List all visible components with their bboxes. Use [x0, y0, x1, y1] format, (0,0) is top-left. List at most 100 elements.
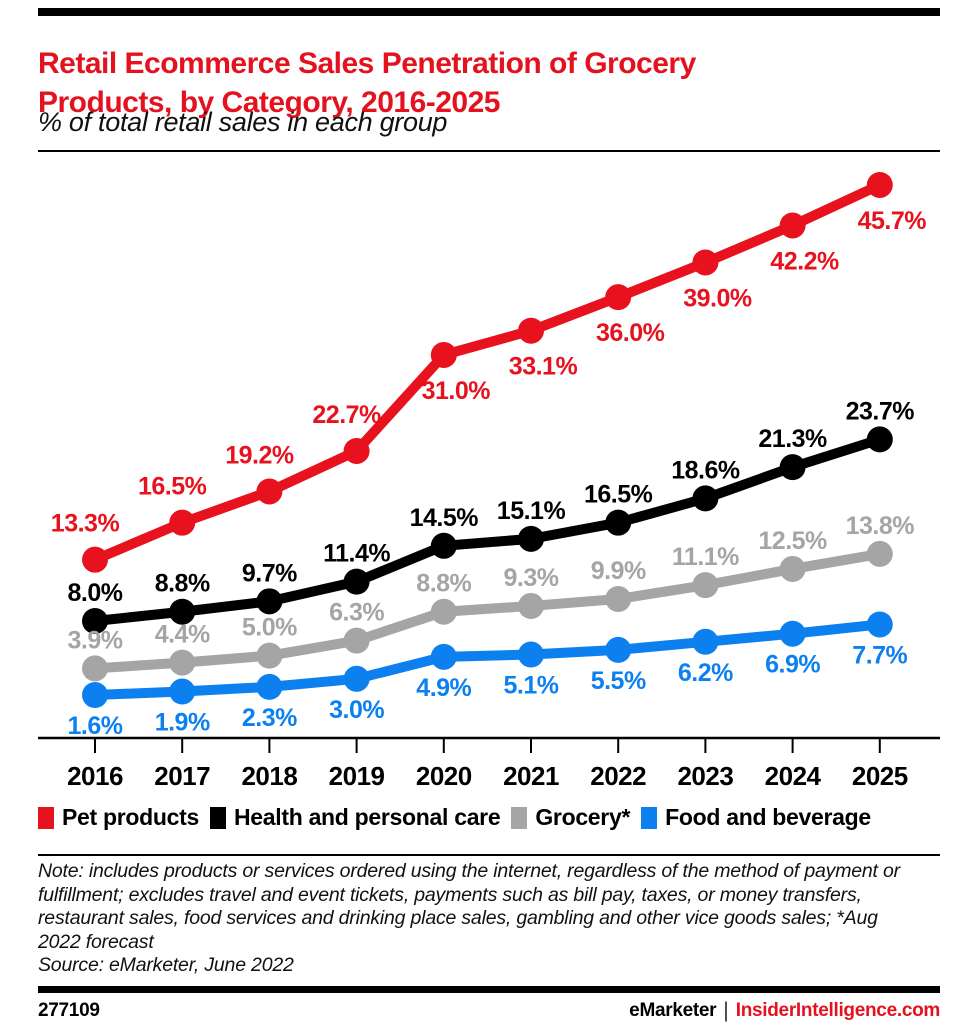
data-label-pet-products-2018: 19.2% — [225, 441, 294, 469]
legend-label: Pet products — [62, 804, 199, 830]
insider-intelligence-link[interactable]: InsiderIntelligence.com — [735, 1000, 941, 1021]
point-grocery-2020 — [430, 598, 457, 625]
data-label-food-and-beverage-2019: 3.0% — [329, 696, 384, 724]
x-tick-label-2019: 2019 — [329, 761, 385, 791]
point-grocery-2025 — [866, 540, 893, 567]
footer-bar — [38, 986, 940, 993]
data-label-health-and-personal-care-2021: 15.1% — [497, 497, 566, 525]
data-label-grocery-2023: 11.1% — [672, 543, 739, 571]
data-label-health-and-personal-care-2025: 23.7% — [846, 397, 915, 425]
point-health-and-personal-care-2022 — [605, 509, 632, 536]
chart-legend: Pet products Health and personal care Groc… — [38, 804, 940, 831]
point-grocery-2021 — [518, 592, 544, 619]
data-label-health-and-personal-care-2022: 16.5% — [584, 481, 653, 509]
data-label-grocery-2017: 4.4% — [155, 621, 210, 649]
chart-title: Retail Ecommerce Sales Penetration of Gr… — [38, 47, 696, 120]
data-label-health-and-personal-care-2016: 8.0% — [68, 579, 123, 607]
data-label-pet-products-2025: 45.7% — [858, 207, 927, 235]
legend-swatch-grocery — [511, 806, 528, 829]
point-pet-products-2017 — [169, 509, 196, 536]
data-label-grocery-2024: 12.5% — [758, 527, 827, 555]
data-label-pet-products-2020: 31.0% — [422, 377, 491, 405]
point-grocery-2016 — [82, 655, 108, 682]
note-block: Note: includes products or services orde… — [38, 860, 918, 978]
point-health-and-personal-care-2021 — [518, 525, 544, 552]
point-food-and-beverage-2021 — [518, 641, 544, 668]
series-line-grocery — [90, 548, 885, 674]
point-food-and-beverage-2018 — [256, 673, 283, 700]
point-pet-products-2020 — [430, 341, 457, 368]
point-pet-products-2018 — [256, 478, 283, 505]
data-label-health-and-personal-care-2023: 18.6% — [671, 456, 740, 484]
data-label-pet-products-2021: 33.1% — [509, 353, 578, 381]
legend-label: Health and personal care — [233, 804, 501, 830]
data-label-food-and-beverage-2021: 5.1% — [504, 672, 559, 700]
data-label-grocery-2022: 9.9% — [591, 557, 646, 585]
data-label-grocery-2020: 8.8% — [416, 570, 471, 598]
point-grocery-2022 — [605, 586, 632, 613]
legend-label: Grocery* — [535, 804, 631, 830]
point-health-and-personal-care-2016 — [82, 607, 108, 634]
x-tick-label-2024: 2024 — [765, 761, 822, 791]
legend-item-pet-products: Pet products — [38, 804, 199, 831]
data-label-pet-products-2017: 16.5% — [138, 473, 207, 501]
data-label-health-and-personal-care-2020: 14.5% — [410, 504, 479, 532]
point-pet-products-2021 — [518, 317, 544, 344]
point-health-and-personal-care-2023 — [692, 485, 719, 512]
data-label-food-and-beverage-2017: 1.9% — [155, 709, 210, 737]
x-tick-label-2022: 2022 — [590, 761, 646, 791]
legend-item-health-and-personal-care: Health and personal care — [209, 804, 501, 831]
x-tick-label-2018: 2018 — [241, 761, 297, 791]
x-tick-label-2023: 2023 — [677, 761, 733, 791]
point-health-and-personal-care-2020 — [430, 532, 457, 559]
line-chart: 2016 2017 2018 2019 2020 2021 2022 2023 2024 2025… — [38, 171, 940, 791]
footer-divider: | — [723, 999, 729, 1022]
data-label-pet-products-2022: 36.0% — [596, 319, 665, 347]
point-pet-products-2025 — [866, 171, 893, 198]
data-label-food-and-beverage-2025: 7.7% — [852, 641, 907, 669]
legend-item-food-and-beverage: Food and beverage — [641, 804, 871, 831]
point-grocery-2017 — [169, 649, 196, 676]
data-label-food-and-beverage-2020: 4.9% — [416, 674, 471, 702]
note-text: Note: includes products or services orde… — [38, 860, 900, 953]
data-label-pet-products-2019: 22.7% — [312, 401, 381, 429]
point-pet-products-2024 — [779, 212, 806, 239]
point-food-and-beverage-2024 — [779, 620, 806, 647]
data-label-grocery-2018: 5.0% — [242, 614, 297, 642]
header-rule — [38, 150, 940, 152]
point-food-and-beverage-2020 — [430, 643, 457, 670]
data-label-pet-products-2023: 39.0% — [683, 284, 752, 312]
note-rule — [38, 854, 940, 856]
legend-swatch-food-and-beverage — [641, 806, 658, 829]
data-label-food-and-beverage-2016: 1.6% — [68, 712, 123, 740]
legend-swatch-pet-products — [38, 806, 54, 829]
series-line-pet-products — [90, 179, 885, 565]
x-tick-label-2020: 2020 — [416, 761, 472, 791]
x-tick-label-2025: 2025 — [852, 761, 908, 791]
point-food-and-beverage-2016 — [82, 681, 108, 708]
data-label-food-and-beverage-2018: 2.3% — [242, 704, 297, 732]
data-label-health-and-personal-care-2019: 11.4% — [323, 540, 390, 568]
point-food-and-beverage-2019 — [343, 665, 370, 692]
emarketer-brand: eMarketer — [629, 1000, 717, 1021]
point-pet-products-2022 — [605, 284, 632, 311]
data-label-grocery-2016: 3.9% — [68, 626, 123, 654]
footer: 277109 eMarketer | InsiderIntelligence.c… — [38, 999, 940, 1023]
data-label-food-and-beverage-2022: 5.5% — [591, 667, 646, 695]
point-food-and-beverage-2017 — [169, 678, 196, 705]
point-health-and-personal-care-2024 — [779, 454, 806, 481]
point-food-and-beverage-2023 — [692, 628, 719, 655]
data-label-grocery-2021: 9.3% — [504, 564, 559, 592]
chart-id: 277109 — [38, 1000, 100, 1021]
data-label-health-and-personal-care-2017: 8.8% — [155, 570, 210, 598]
legend-label: Food and beverage — [665, 804, 871, 830]
data-label-grocery-2025: 13.8% — [846, 512, 915, 540]
point-food-and-beverage-2022 — [605, 636, 632, 663]
data-label-grocery-2019: 6.3% — [329, 599, 384, 627]
point-health-and-personal-care-2017 — [169, 598, 196, 625]
point-grocery-2024 — [779, 555, 806, 582]
point-pet-products-2019 — [343, 437, 370, 464]
data-label-pet-products-2016: 13.3% — [51, 510, 120, 538]
point-pet-products-2016 — [82, 546, 108, 573]
